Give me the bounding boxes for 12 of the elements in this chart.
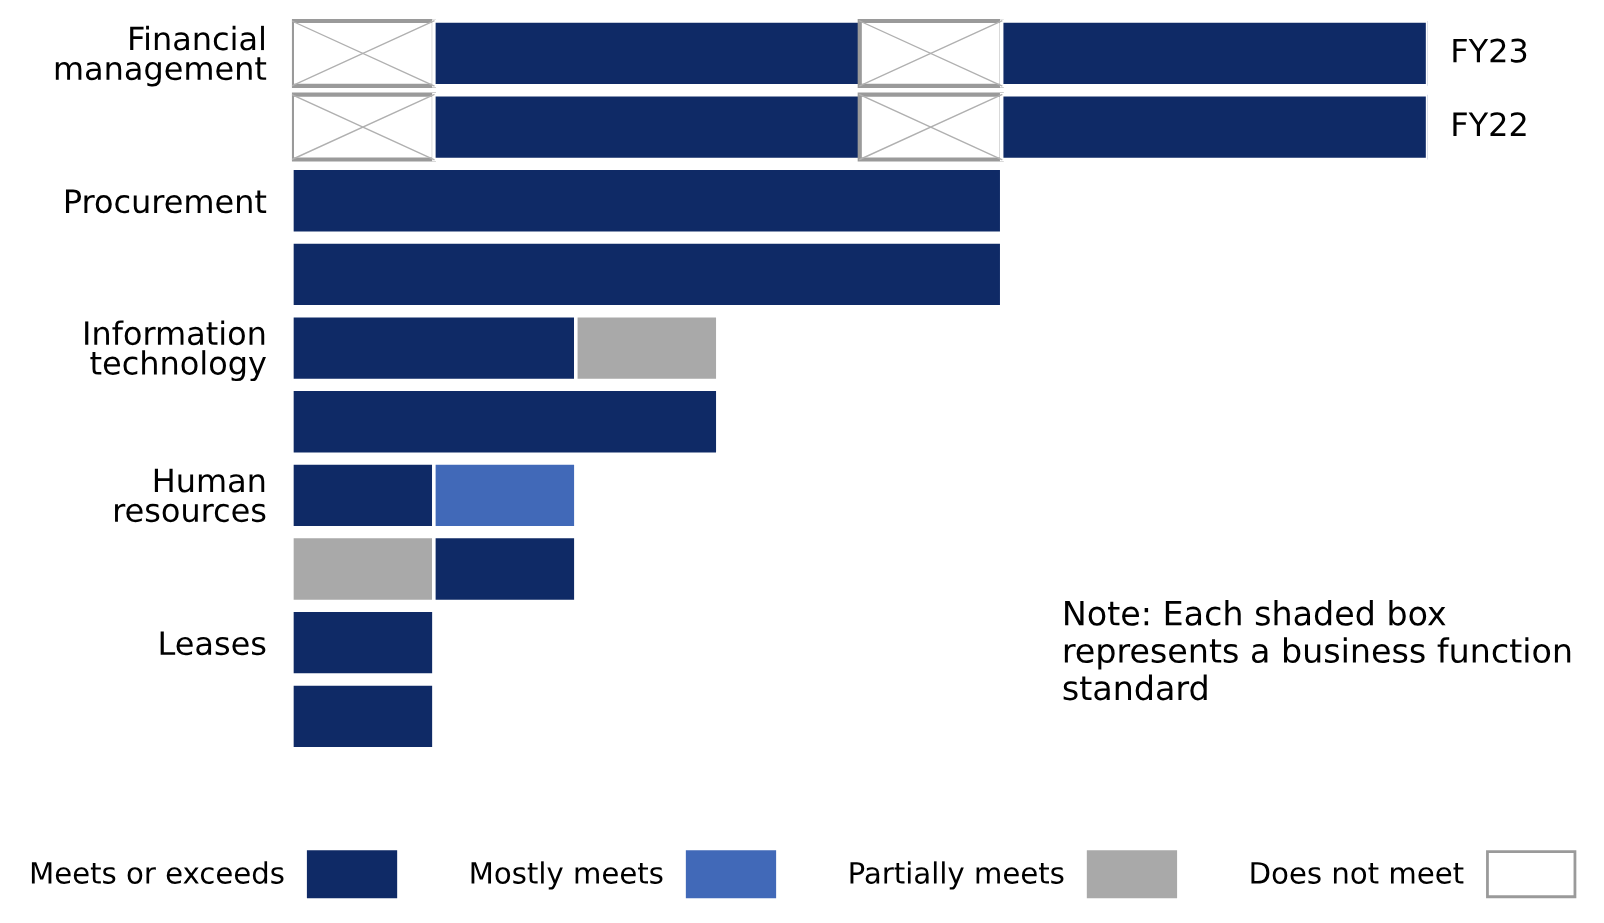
legend-label: Meets or exceeds — [31, 861, 284, 884]
legend-label: Mostly meets — [471, 861, 663, 890]
y-tick-label: Financial management — [55, 25, 267, 87]
y-tick-label: Procurement — [65, 189, 267, 214]
y-tick-label: Human resources — [115, 468, 266, 523]
y-tick-label: Information technology — [85, 320, 266, 382]
y-tick-label: Leases — [160, 631, 266, 656]
annotation: Note: Each shaded box represents a business function standard — [1063, 599, 1571, 701]
text: FY23 — [1453, 38, 1527, 63]
legend-label: Partially meets — [850, 861, 1064, 890]
legend-label: Does not meet — [1251, 862, 1464, 884]
text: FY22 — [1453, 112, 1526, 136]
